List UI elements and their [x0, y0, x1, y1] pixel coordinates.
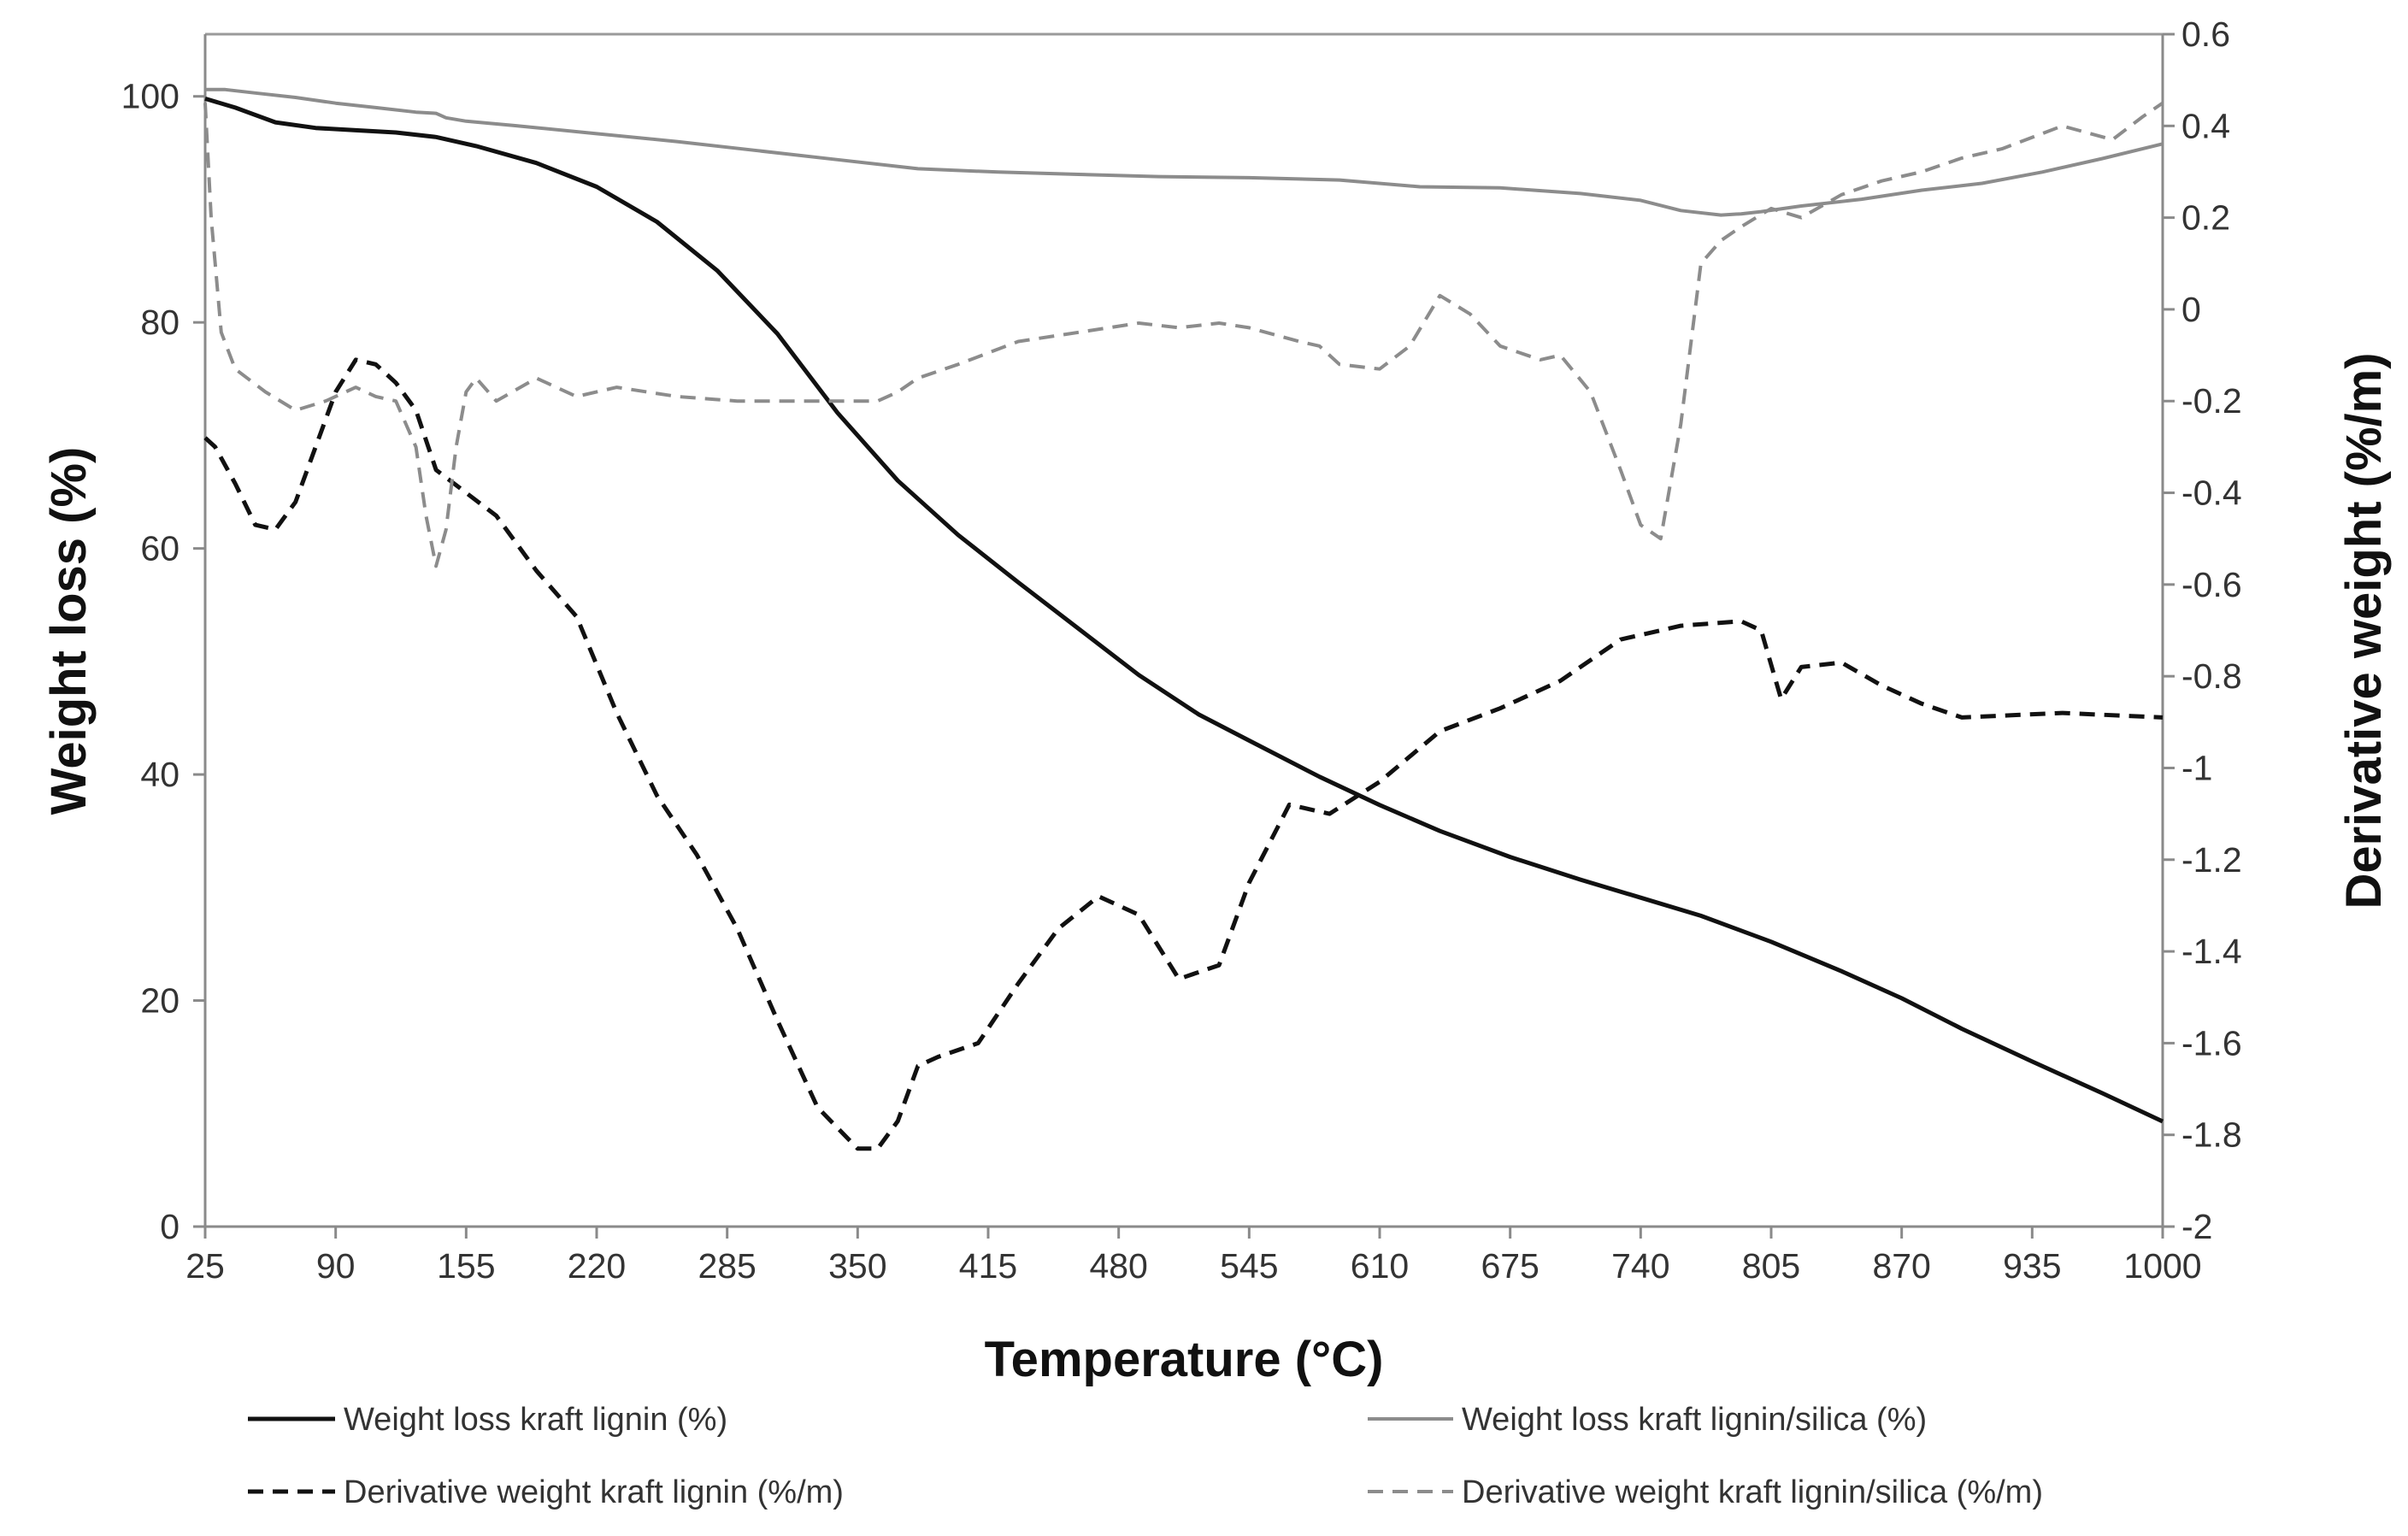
x-tick-label: 805: [1742, 1246, 1800, 1286]
x-tick-label: 935: [2003, 1246, 2061, 1286]
series-layer: [203, 87, 2164, 1151]
legend-label-derivative-weight-kraft-lignin-silica: Derivative weight kraft lignin/silica (%…: [1462, 1474, 2043, 1510]
y-axis-left-ticks: 0 20 40 60 80 100: [121, 77, 205, 1246]
y2-tick-label: -0.4: [2181, 474, 2242, 513]
legend-label-derivative-weight-kraft-lignin: Derivative weight kraft lignin (%/m): [344, 1474, 844, 1510]
x-tick-label: 155: [437, 1246, 495, 1286]
series-line-derivative-weight-kraft-lignin-m: [203, 357, 2164, 1151]
x-tick-label: 220: [568, 1246, 626, 1286]
legend: Weight loss kraft lignin (%) Weight loss…: [248, 1402, 2043, 1510]
series-line-weight-loss-kraft-lignin-silica: [205, 87, 2164, 217]
y2-tick-label: -0.2: [2181, 381, 2242, 421]
y-tick-label: 20: [140, 981, 180, 1021]
y2-tick-label: -1.4: [2181, 932, 2242, 971]
x-tick-label: 740: [1611, 1246, 1669, 1286]
x-tick-label: 480: [1089, 1246, 1147, 1286]
x-tick-label: 90: [316, 1246, 356, 1286]
y-tick-label: 80: [140, 303, 180, 342]
y-tick-label: 40: [140, 755, 180, 794]
x-tick-label: 25: [185, 1246, 225, 1286]
x-axis-ticks: 25 90 155 220 285 350 415 480 545 610 675 740 805 870…: [185, 1227, 2202, 1286]
x-tick-label: 285: [698, 1246, 756, 1286]
y2-tick-label: -1.2: [2181, 840, 2242, 880]
y2-tick-label: -1.8: [2181, 1115, 2242, 1155]
series-line-weight-loss-kraft-lignin: [204, 97, 2164, 1124]
series-line-derivative-weight-kraft-lignin-silica-m: [203, 101, 2164, 568]
y-axis-left-title: Weight loss (%): [41, 447, 97, 815]
x-axis-title: Temperature (°C): [985, 1332, 1384, 1387]
y2-tick-label: 0: [2181, 290, 2201, 329]
y2-tick-label: -2: [2181, 1207, 2212, 1246]
x-tick-label: 1000: [2123, 1246, 2201, 1286]
x-tick-label: 350: [828, 1246, 886, 1286]
y2-tick-label: -1: [2181, 748, 2212, 787]
y-axis-right-ticks: -2 -1.8 -1.6 -1.4 -1.2 -1 -0.8 -0.6 -0.4 -0.2 0 0.2…: [2163, 15, 2242, 1246]
x-tick-label: 610: [1351, 1246, 1409, 1286]
y-tick-label: 60: [140, 529, 180, 568]
y2-tick-label: -1.6: [2181, 1023, 2242, 1062]
y2-tick-label: 0.6: [2181, 15, 2230, 54]
y2-tick-label: -0.8: [2181, 656, 2242, 696]
y2-tick-label: -0.6: [2181, 565, 2242, 604]
x-tick-label: 675: [1481, 1246, 1539, 1286]
legend-label-weight-loss-kraft-lignin: Weight loss kraft lignin (%): [344, 1402, 727, 1438]
y2-tick-label: 0.2: [2181, 198, 2230, 238]
x-tick-label: 415: [959, 1246, 1017, 1286]
x-tick-label: 545: [1220, 1246, 1278, 1286]
x-tick-label: 870: [1872, 1246, 1930, 1286]
legend-label-weight-loss-kraft-lignin-silica: Weight loss kraft lignin/silica (%): [1462, 1402, 1927, 1438]
y-axis-right-title: Derivative weight (%/m): [2336, 352, 2392, 909]
y-tick-label: 0: [160, 1207, 180, 1246]
y2-tick-label: 0.4: [2181, 106, 2230, 145]
y-tick-label: 100: [121, 77, 180, 116]
